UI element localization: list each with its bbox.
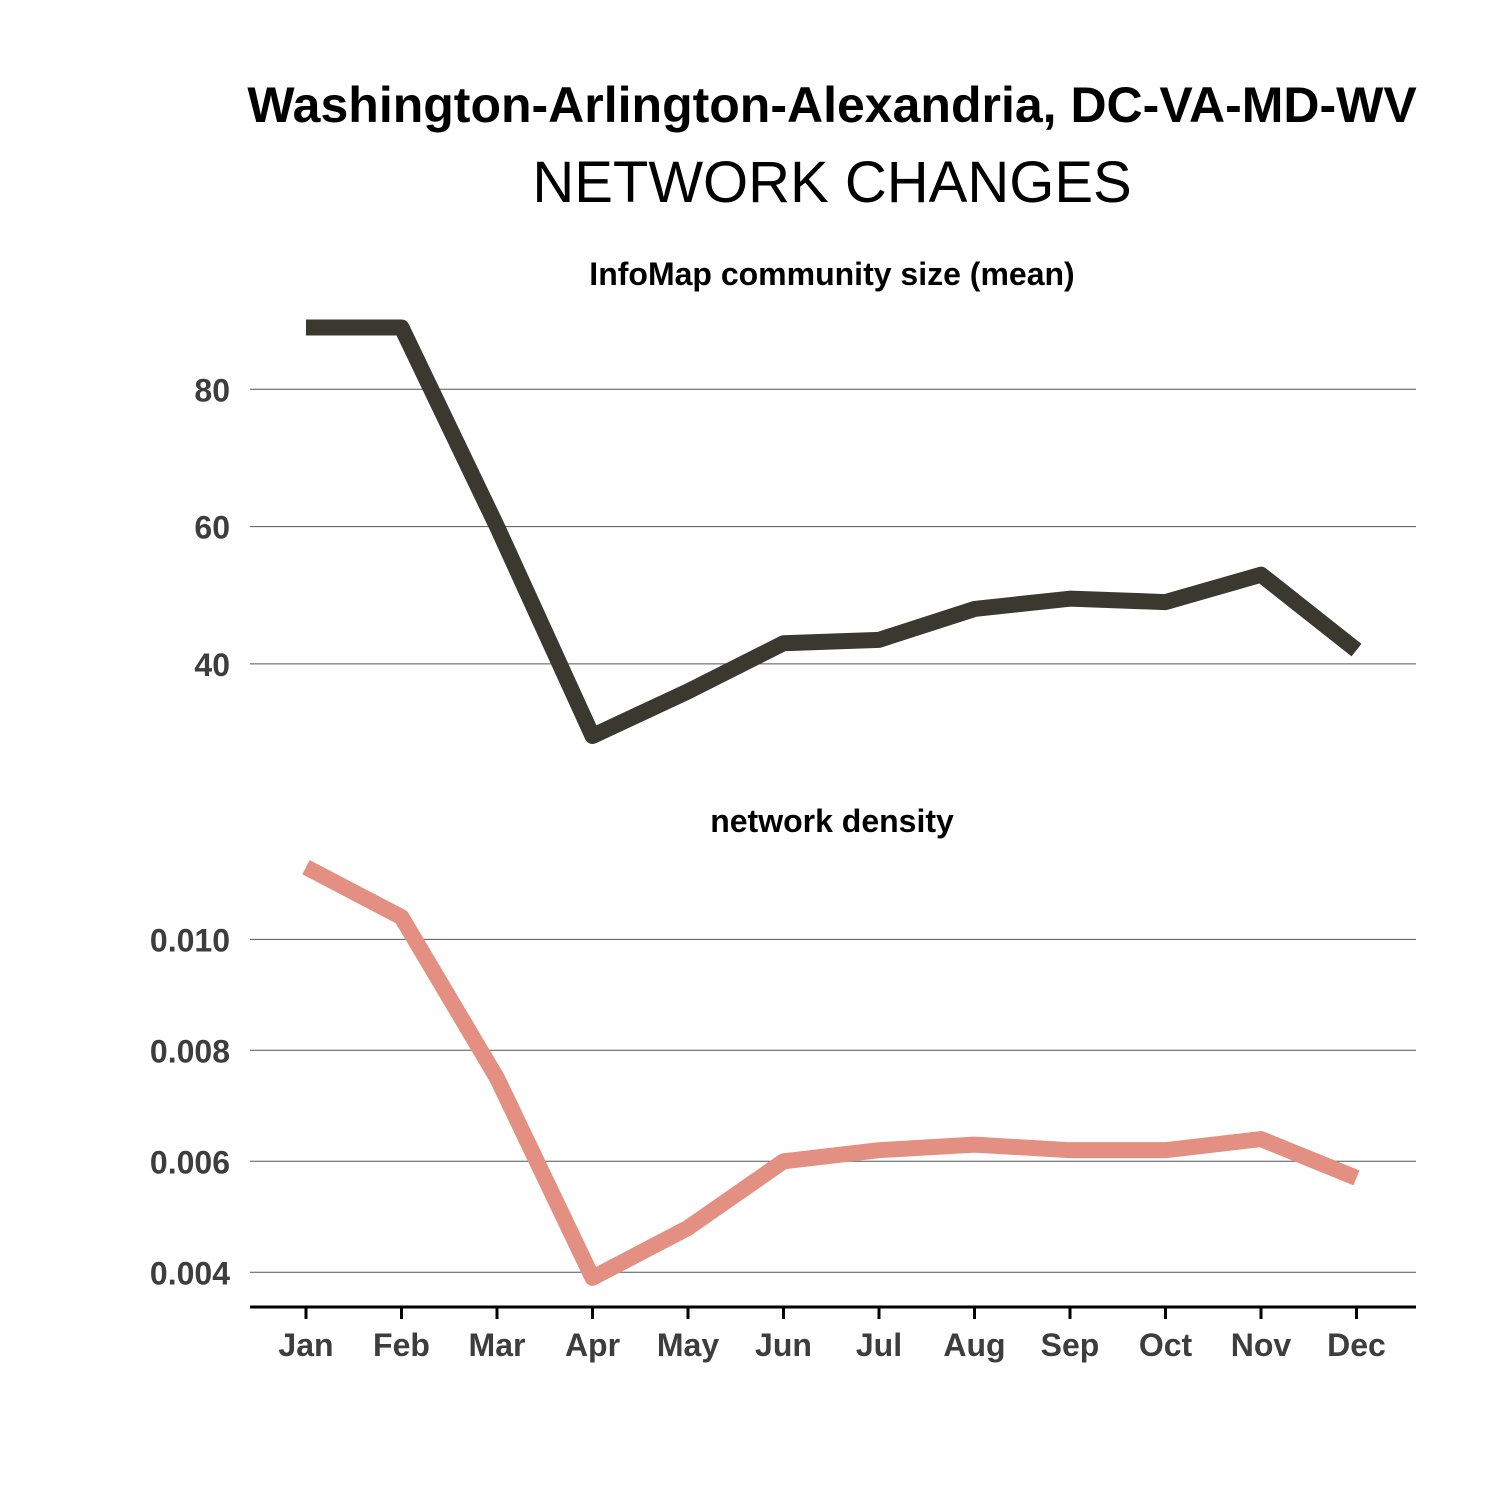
chart-title: Washington-Arlington-Alexandria, DC-VA-M… [247,77,1417,133]
x-tick-label: Apr [565,1327,620,1363]
y-tick-label: 80 [194,372,230,408]
y-tick-label: 0.004 [150,1255,230,1291]
series-line [306,319,1362,744]
panel-title: InfoMap community size (mean) [589,256,1074,292]
panel-infomap-community-size: InfoMap community size (mean) 40 60 80 [194,256,1416,744]
x-tick-label: Feb [373,1327,430,1363]
grid-lines [250,938,1416,1273]
x-tick-label: Aug [943,1327,1005,1363]
chart-subtitle: NETWORK CHANGES [532,150,1131,215]
x-tick-label: Mar [469,1327,526,1363]
x-tick-label: Jan [278,1327,333,1363]
x-tick-label: May [657,1327,719,1363]
x-axis: Jan Feb Mar Apr May Jun Jul Aug Sep Oct Nov Dec [250,1305,1416,1363]
y-tick-label: 0.008 [150,1033,230,1069]
y-axis-ticks: 0.004 0.006 0.008 0.010 [150,922,230,1291]
x-tick-label: Jul [856,1327,902,1363]
panel-network-density: network density 0.004 0.006 0.008 0.010 [150,803,1416,1291]
y-tick-label: 40 [194,647,230,683]
x-tick-label: Oct [1139,1327,1193,1363]
y-axis-ticks: 40 60 80 [194,372,230,683]
panel-title: network density [710,803,954,839]
y-tick-label: 0.006 [150,1144,230,1180]
grid-lines [250,388,1416,665]
x-tick-label: Sep [1041,1327,1100,1363]
series-layer [306,319,1362,744]
series-layer [302,860,1360,1286]
x-tick-label: Dec [1327,1327,1386,1363]
x-tick-label: Jun [755,1327,812,1363]
x-tick-label: Nov [1231,1327,1292,1363]
series-line [302,860,1360,1286]
y-tick-label: 60 [194,510,230,546]
y-tick-label: 0.010 [150,922,230,958]
